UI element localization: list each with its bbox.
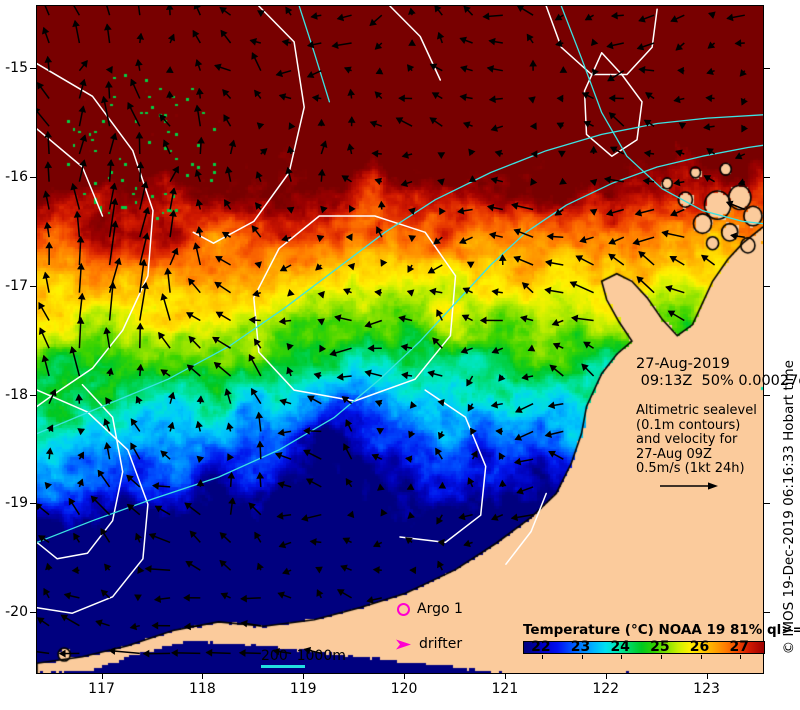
colorbar-tick [700, 655, 702, 659]
bathymetry-contour [298, 6, 331, 103]
colorbar-tick [621, 655, 623, 659]
bathymetry-contour [37, 144, 763, 544]
colorbar-tick-label: 24 [610, 639, 630, 655]
altimetry-contour [37, 128, 104, 217]
bathymetry-contour [560, 6, 763, 225]
x-axis-tick [101, 673, 103, 679]
bathymetry-legend-line [261, 665, 305, 668]
velocity-scale-arrow-icon [660, 482, 718, 490]
drifter-legend: drifter [396, 636, 462, 652]
altimetry-contour [253, 215, 457, 402]
argo-legend-label: Argo 1 [417, 601, 463, 617]
altimetry-contour [545, 6, 658, 76]
y-axis-tick [764, 503, 770, 505]
colorbar-tick [541, 655, 543, 659]
altimetry-contour [399, 389, 487, 544]
map-overlay-layer [37, 6, 763, 658]
y-axis-tick [30, 394, 37, 396]
datestamp-line2: 09:13Z 50% 0.00027d [636, 373, 800, 389]
altimetry-contour [37, 389, 149, 614]
colorbar-tick-label: 25 [650, 639, 670, 655]
x-axis-tick [605, 673, 607, 679]
y-axis-label: -17 [5, 277, 28, 294]
argo-marker-icon [397, 602, 410, 616]
colorbar-tick-label: 23 [570, 639, 591, 655]
altimetry-contour [37, 62, 154, 408]
y-axis-tick [764, 176, 770, 178]
x-axis-label: 119 [289, 681, 317, 697]
y-axis-tick [764, 612, 770, 614]
drifter-marker-icon [396, 639, 411, 649]
x-axis-label: 117 [88, 681, 115, 697]
argo-legend: Argo 1 [397, 601, 463, 617]
x-axis-label: 120 [390, 681, 418, 697]
y-axis-tick [764, 285, 770, 287]
y-axis-tick [764, 68, 770, 70]
x-axis-tick [303, 673, 305, 679]
x-axis-label: 118 [189, 681, 216, 697]
y-axis-tick [30, 612, 37, 614]
y-axis-label: -18 [5, 386, 28, 403]
bathymetry-legend-label: 200 1000m [261, 648, 346, 664]
altimetry-description: Altimetric sealevel (0.1m contours) and … [636, 403, 757, 477]
colorbar-tick-label: 26 [689, 639, 710, 655]
x-axis-tick [202, 673, 204, 679]
colorbar-tick-label: 27 [729, 639, 749, 655]
y-axis-label: -15 [5, 60, 28, 77]
altimetry-contour [37, 383, 124, 560]
colorbar: Temperature (°C) NOAA 19 81% ql>=2 22 23 2… [523, 622, 800, 659]
y-axis-tick [30, 176, 37, 178]
y-axis-label: -20 [5, 604, 28, 621]
x-axis-tick [706, 673, 708, 679]
y-axis-label: -16 [5, 168, 28, 185]
x-axis-tick [504, 673, 506, 679]
altimetry-contour [583, 52, 643, 157]
y-axis-tick [30, 68, 37, 70]
x-axis-label: 121 [491, 681, 519, 697]
drifter-legend-label: drifter [419, 636, 463, 652]
copyright-text: © IMOS 19-Dec-2019 06:16:33 Hobart time [781, 360, 797, 655]
y-axis-label: -19 [5, 495, 28, 512]
velocity-vector-field [37, 6, 748, 658]
x-axis-label: 123 [693, 681, 720, 697]
bathymetry-legend: 200 1000m [261, 648, 346, 668]
datestamp-line1: 27-Aug-2019 [636, 356, 730, 372]
y-axis-tick [30, 285, 37, 287]
sst-raster-layer [37, 6, 763, 673]
map-plot-area[interactable] [36, 5, 764, 674]
colorbar-title: Temperature (°C) NOAA 19 81% ql>=2 [523, 622, 800, 638]
datestamp: 27-Aug-2019 09:13Z 50% 0.00027d [636, 356, 800, 390]
colorbar-tick-label: 22 [531, 639, 551, 655]
x-axis-tick [404, 673, 406, 679]
colorbar-tick [581, 655, 583, 659]
x-axis-label: 122 [592, 681, 620, 697]
colorbar-tick [660, 655, 662, 659]
y-axis-tick [764, 394, 770, 396]
colorbar-gradient [523, 641, 765, 659]
colorbar-tick [740, 655, 742, 659]
y-axis-tick [30, 503, 37, 505]
altimetry-contour [505, 492, 547, 565]
